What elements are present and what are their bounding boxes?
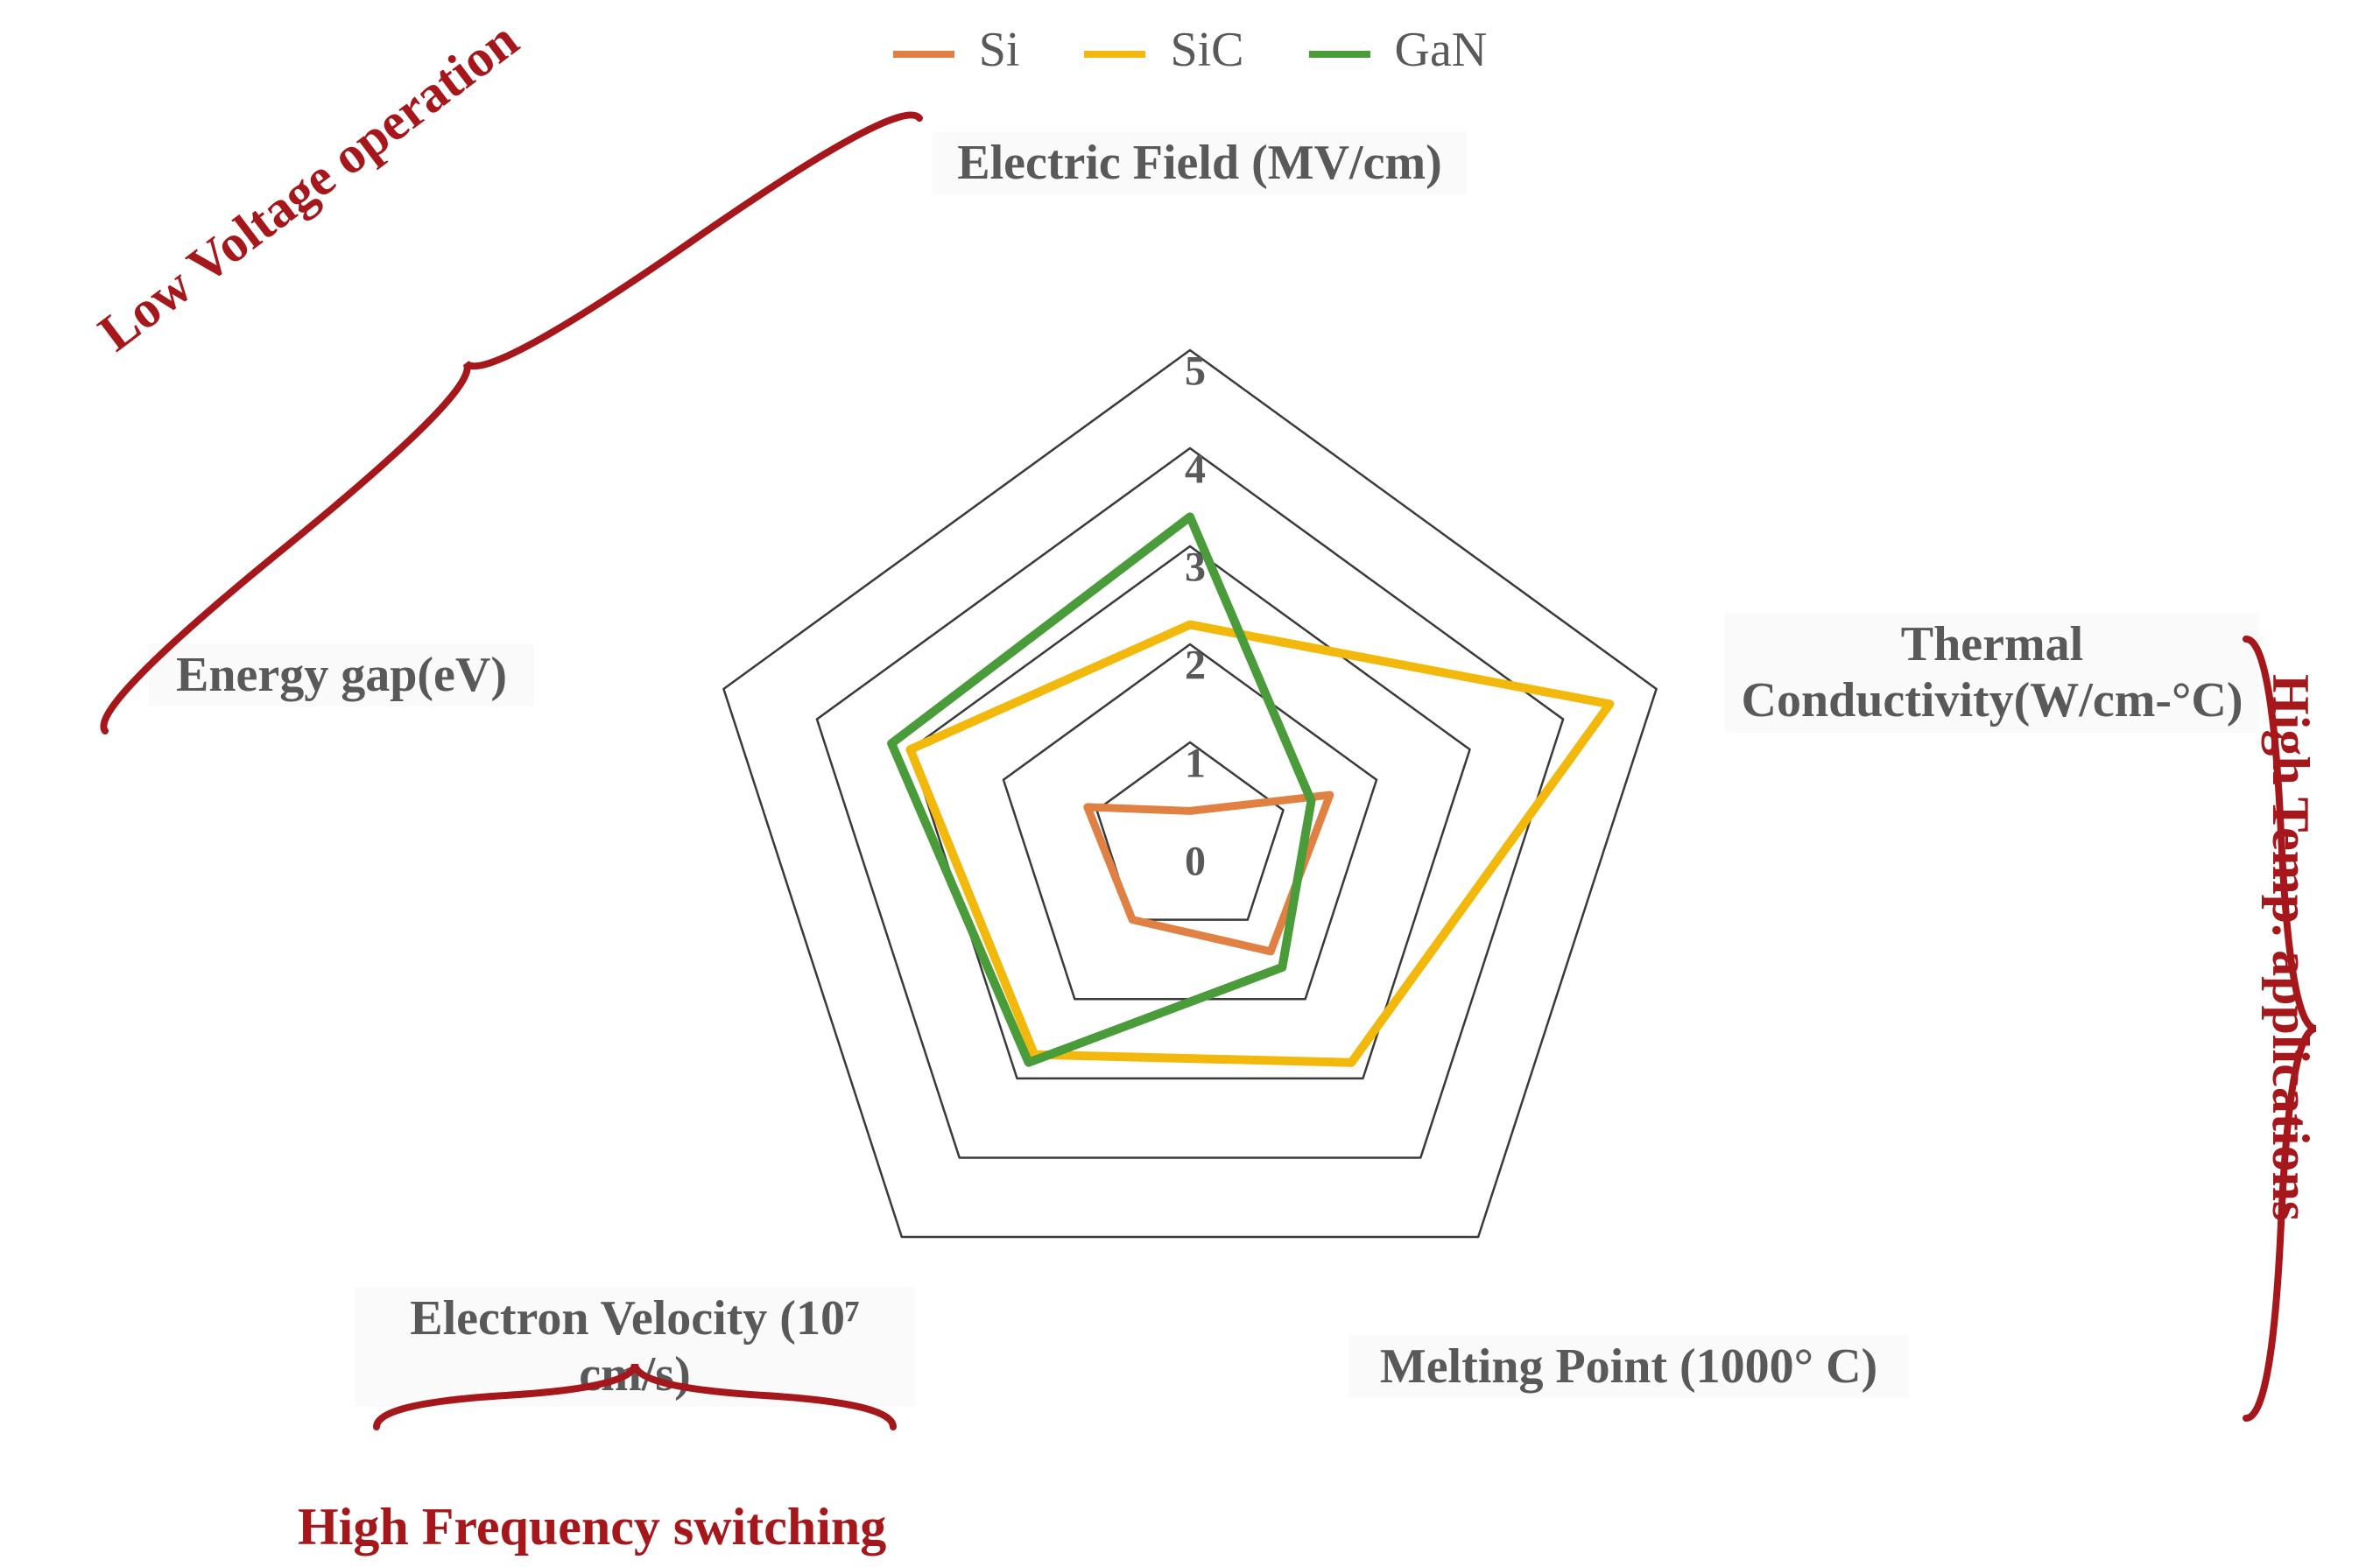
brace-high-freq bbox=[0, 0, 2380, 1567]
